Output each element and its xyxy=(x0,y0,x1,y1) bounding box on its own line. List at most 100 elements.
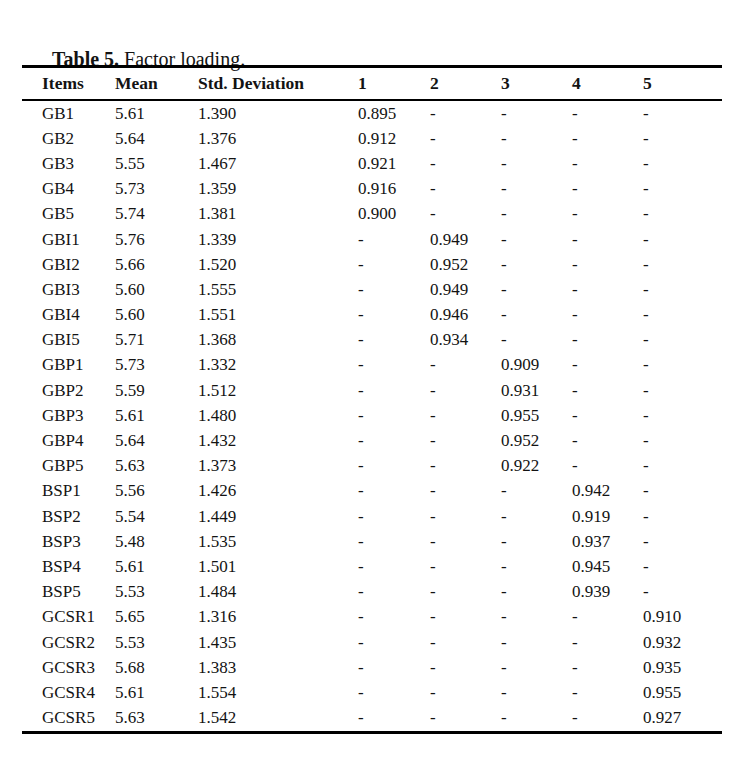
value-cell: 5.68 xyxy=(115,655,198,680)
value-cell: - xyxy=(643,126,722,151)
value-cell: - xyxy=(643,554,722,579)
value-cell: - xyxy=(358,403,430,428)
table-row: GB25.641.3760.912---- xyxy=(22,126,722,151)
value-cell: - xyxy=(430,529,501,554)
item-cell: GBP5 xyxy=(22,454,115,479)
value-cell: 1.535 xyxy=(198,529,358,554)
value-cell: 0.919 xyxy=(572,504,643,529)
value-cell: - xyxy=(572,328,643,353)
value-cell: 1.467 xyxy=(198,151,358,176)
value-cell: - xyxy=(572,126,643,151)
header-row: ItemsMeanStd. Deviation12345 xyxy=(22,67,722,101)
value-cell: - xyxy=(643,529,722,554)
value-cell: - xyxy=(643,227,722,252)
table-row: GCSR35.681.383----0.935 xyxy=(22,655,722,680)
value-cell: 5.55 xyxy=(115,151,198,176)
value-cell: - xyxy=(430,403,501,428)
value-cell: - xyxy=(572,252,643,277)
value-cell: - xyxy=(572,100,643,126)
value-cell: - xyxy=(643,504,722,529)
value-cell: - xyxy=(358,655,430,680)
value-cell: - xyxy=(501,504,572,529)
value-cell: - xyxy=(430,655,501,680)
table-row: GB55.741.3810.900---- xyxy=(22,202,722,227)
value-cell: - xyxy=(430,353,501,378)
value-cell: 5.64 xyxy=(115,126,198,151)
column-header-std-deviation: Std. Deviation xyxy=(198,67,358,101)
value-cell: - xyxy=(572,403,643,428)
value-cell: 0.937 xyxy=(572,529,643,554)
value-cell: 5.61 xyxy=(115,554,198,579)
value-cell: 0.912 xyxy=(358,126,430,151)
item-cell: GB4 xyxy=(22,177,115,202)
value-cell: - xyxy=(643,580,722,605)
value-cell: - xyxy=(643,353,722,378)
value-cell: - xyxy=(572,378,643,403)
value-cell: - xyxy=(358,529,430,554)
value-cell: 1.554 xyxy=(198,680,358,705)
table-row: BSP25.541.449---0.919- xyxy=(22,504,722,529)
value-cell: 0.952 xyxy=(501,428,572,453)
value-cell: - xyxy=(572,151,643,176)
value-cell: 0.934 xyxy=(430,328,501,353)
value-cell: - xyxy=(501,100,572,126)
value-cell: 1.520 xyxy=(198,252,358,277)
value-cell: - xyxy=(572,303,643,328)
value-cell: 5.76 xyxy=(115,227,198,252)
table-row: GCSR15.651.316----0.910 xyxy=(22,605,722,630)
item-cell: BSP5 xyxy=(22,580,115,605)
value-cell: 0.955 xyxy=(643,680,722,705)
table-row: GBI15.761.339-0.949--- xyxy=(22,227,722,252)
item-cell: GCSR4 xyxy=(22,680,115,705)
value-cell: 1.426 xyxy=(198,479,358,504)
value-cell: - xyxy=(358,303,430,328)
item-cell: GBI3 xyxy=(22,277,115,302)
value-cell: 0.952 xyxy=(430,252,501,277)
value-cell: 0.949 xyxy=(430,227,501,252)
value-cell: 1.373 xyxy=(198,454,358,479)
value-cell: - xyxy=(358,479,430,504)
table-row: GBI25.661.520-0.952--- xyxy=(22,252,722,277)
value-cell: - xyxy=(358,680,430,705)
value-cell: - xyxy=(643,177,722,202)
table-row: GBP25.591.512--0.931-- xyxy=(22,378,722,403)
column-header-2: 2 xyxy=(430,67,501,101)
column-header-1: 1 xyxy=(358,67,430,101)
value-cell: 1.368 xyxy=(198,328,358,353)
value-cell: - xyxy=(643,428,722,453)
value-cell: - xyxy=(572,605,643,630)
table-row: GB35.551.4670.921---- xyxy=(22,151,722,176)
value-cell: - xyxy=(572,655,643,680)
value-cell: - xyxy=(572,277,643,302)
value-cell: 5.73 xyxy=(115,353,198,378)
item-cell: GBP3 xyxy=(22,403,115,428)
column-header-5: 5 xyxy=(643,67,722,101)
item-cell: GCSR3 xyxy=(22,655,115,680)
value-cell: 1.555 xyxy=(198,277,358,302)
item-cell: GBI2 xyxy=(22,252,115,277)
value-cell: 0.922 xyxy=(501,454,572,479)
value-cell: - xyxy=(501,479,572,504)
value-cell: 5.56 xyxy=(115,479,198,504)
value-cell: 0.955 xyxy=(501,403,572,428)
value-cell: 0.927 xyxy=(643,706,722,733)
value-cell: 5.61 xyxy=(115,680,198,705)
value-cell: 1.551 xyxy=(198,303,358,328)
table-row: GCSR45.611.554----0.955 xyxy=(22,680,722,705)
value-cell: - xyxy=(501,680,572,705)
value-cell: - xyxy=(430,151,501,176)
value-cell: - xyxy=(643,277,722,302)
value-cell: - xyxy=(572,202,643,227)
value-cell: - xyxy=(501,706,572,733)
value-cell: - xyxy=(501,630,572,655)
item-cell: BSP1 xyxy=(22,479,115,504)
value-cell: 5.73 xyxy=(115,177,198,202)
value-cell: - xyxy=(572,428,643,453)
value-cell: - xyxy=(430,100,501,126)
value-cell: - xyxy=(501,529,572,554)
column-header-items: Items xyxy=(22,67,115,101)
value-cell: - xyxy=(501,227,572,252)
value-cell: - xyxy=(358,227,430,252)
value-cell: - xyxy=(572,177,643,202)
value-cell: 0.932 xyxy=(643,630,722,655)
